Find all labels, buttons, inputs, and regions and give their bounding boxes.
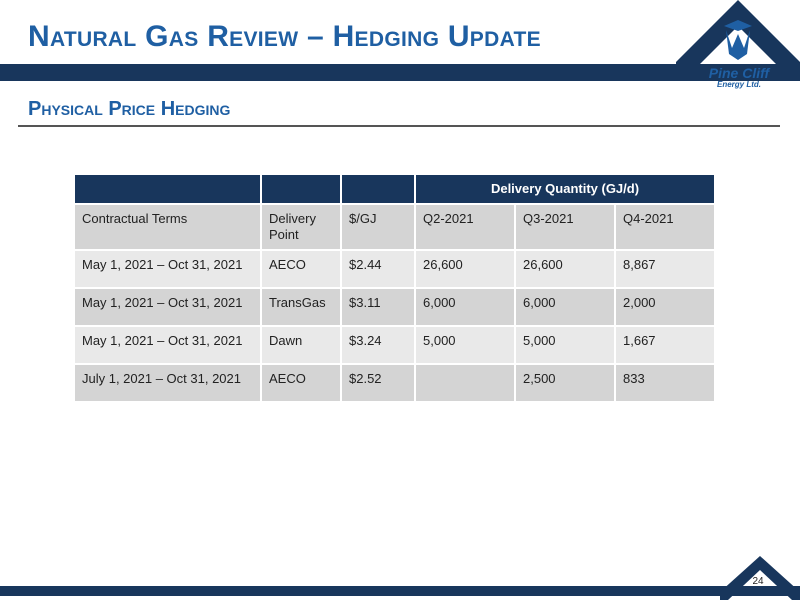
- slide-title: Natural Gas Review – Hedging Update: [28, 20, 541, 53]
- delivery-point-cell: TransGas: [260, 287, 342, 327]
- logo-wordmark: Pine Cliff Energy Ltd.: [704, 66, 774, 89]
- table-column-header-row: Contractual Terms Delivery Point $/GJ Q2…: [73, 203, 716, 251]
- header-blank-cell: [260, 173, 342, 205]
- q3-quantity-cell: 6,000: [514, 287, 616, 327]
- q4-quantity-cell: 2,000: [614, 287, 716, 327]
- q2-quantity-cell: [414, 363, 516, 403]
- q3-quantity-cell: 26,600: [514, 249, 616, 289]
- column-header: $/GJ: [340, 203, 416, 251]
- delivery-quantity-group-header: Delivery Quantity (GJ/d): [414, 173, 716, 205]
- hedging-table: Delivery Quantity (GJ/d) Contractual Ter…: [73, 173, 716, 403]
- contract-term-cell: May 1, 2021 – Oct 31, 2021: [73, 287, 262, 327]
- logo-name: Pine Cliff: [708, 65, 770, 81]
- contract-term-cell: May 1, 2021 – Oct 31, 2021: [73, 325, 262, 365]
- q4-quantity-cell: 833: [614, 363, 716, 403]
- delivery-point-cell: AECO: [260, 363, 342, 403]
- q4-quantity-cell: 8,867: [614, 249, 716, 289]
- pine-cliff-logo-icon: [676, 0, 800, 76]
- delivery-point-cell: AECO: [260, 249, 342, 289]
- column-header: Contractual Terms: [73, 203, 262, 251]
- column-header: Q3-2021: [514, 203, 616, 251]
- column-header: Delivery Point: [260, 203, 342, 251]
- q3-quantity-cell: 5,000: [514, 325, 616, 365]
- page-number: 24: [752, 576, 764, 587]
- q2-quantity-cell: 26,600: [414, 249, 516, 289]
- table-row: July 1, 2021 – Oct 31, 2021 AECO $2.52 2…: [73, 363, 716, 403]
- q2-quantity-cell: 6,000: [414, 287, 516, 327]
- page-chevron-icon: [720, 556, 800, 600]
- column-header: Q2-2021: [414, 203, 516, 251]
- subtitle-divider: [18, 125, 780, 127]
- price-cell: $2.44: [340, 249, 416, 289]
- section-subtitle: Physical Price Hedging: [28, 98, 231, 120]
- table-row: May 1, 2021 – Oct 31, 2021 Dawn $3.24 5,…: [73, 325, 716, 365]
- logo-suffix: Energy Ltd.: [716, 80, 761, 89]
- table-row: May 1, 2021 – Oct 31, 2021 AECO $2.44 26…: [73, 249, 716, 289]
- q2-quantity-cell: 5,000: [414, 325, 516, 365]
- contract-term-cell: May 1, 2021 – Oct 31, 2021: [73, 249, 262, 289]
- q4-quantity-cell: 1,667: [614, 325, 716, 365]
- q3-quantity-cell: 2,500: [514, 363, 616, 403]
- table-group-header-row: Delivery Quantity (GJ/d): [73, 173, 716, 205]
- price-cell: $3.24: [340, 325, 416, 365]
- column-header: Q4-2021: [614, 203, 716, 251]
- footer-band: [0, 586, 800, 596]
- price-cell: $2.52: [340, 363, 416, 403]
- price-cell: $3.11: [340, 287, 416, 327]
- header-blank-cell: [73, 173, 262, 205]
- header-blank-cell: [340, 173, 416, 205]
- delivery-point-cell: Dawn: [260, 325, 342, 365]
- contract-term-cell: July 1, 2021 – Oct 31, 2021: [73, 363, 262, 403]
- table-row: May 1, 2021 – Oct 31, 2021 TransGas $3.1…: [73, 287, 716, 327]
- header-band: [0, 64, 800, 81]
